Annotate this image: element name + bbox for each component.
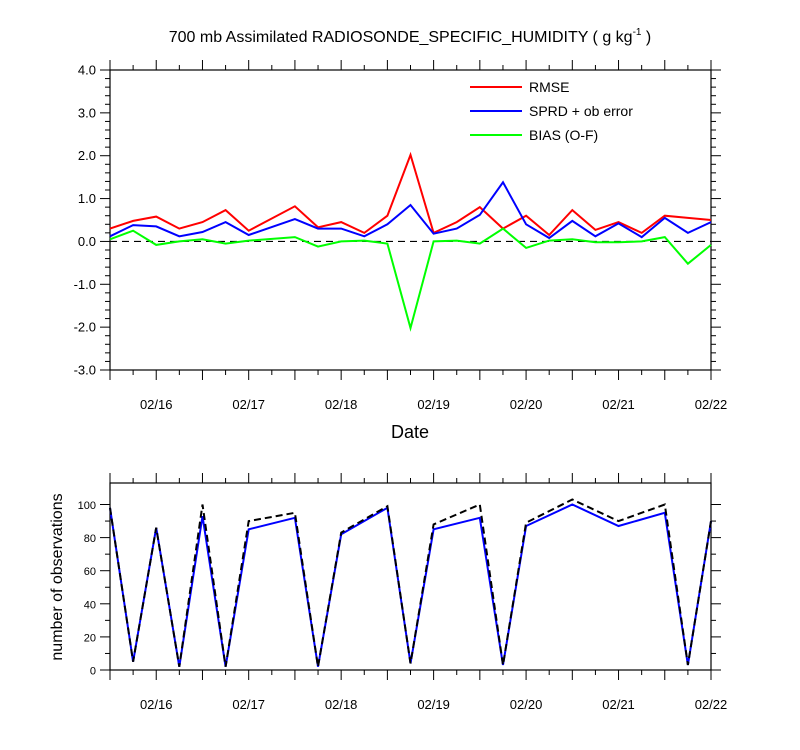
y-tick-label: 60	[84, 566, 96, 578]
x-tick-label: 02/20	[510, 697, 543, 712]
x-tick-label: 02/19	[417, 397, 450, 412]
y-tick-label: 80	[84, 533, 96, 545]
x-tick-label: 02/17	[232, 697, 265, 712]
bottom-plot: 02/16 02/17 02/18 02/19 02/20 02/21 02/22 0 20 40…	[78, 473, 728, 712]
title-superscript: -1	[633, 27, 642, 38]
top-plot: 02/16 02/17 02/18 02/19 02/20 02/21 02/22 -3.0 -…	[74, 60, 728, 412]
y-tick-label: 2.0	[78, 148, 96, 163]
title-end: )	[641, 29, 651, 46]
y-tick-label: -2.0	[74, 320, 96, 335]
y-tick-label: 4.0	[78, 63, 96, 78]
x-tick-label: 02/18	[325, 397, 358, 412]
y-tick-label: 100	[78, 500, 96, 512]
x-tick-label: 02/21	[602, 397, 635, 412]
y-tick-label: 1.0	[78, 191, 96, 206]
y-tick-label: 0	[90, 666, 96, 678]
series-line-assimilated	[109, 503, 712, 667]
x-tick-label: 02/17	[232, 397, 265, 412]
y-tick-label: 20	[84, 632, 96, 644]
series-line-sprd-ob-error	[109, 180, 712, 240]
x-tick-label: 02/20	[510, 397, 543, 412]
series-line-rmse	[109, 151, 712, 237]
x-tick-label: 02/22	[695, 697, 728, 712]
series-line-total	[109, 498, 712, 667]
x-tick-label: 02/16	[140, 397, 173, 412]
legend-label: RMSE	[529, 79, 569, 95]
series-line-bias-o-f	[109, 227, 712, 332]
y-tick-label: 0.0	[78, 234, 96, 249]
legend-label: SPRD + ob error	[529, 103, 633, 119]
x-tick-label: 02/22	[695, 397, 728, 412]
bottom-y-axis-label: number of observations	[49, 493, 66, 660]
x-tick-label: 02/16	[140, 697, 173, 712]
legend-label: BIAS (O-F)	[529, 127, 598, 143]
x-tick-label: 02/19	[417, 697, 450, 712]
y-tick-label: -1.0	[74, 277, 96, 292]
y-tick-label: 3.0	[78, 105, 96, 120]
y-tick-label: 40	[84, 599, 96, 611]
legend: RMSE SPRD + ob error BIAS (O-F)	[470, 79, 633, 143]
chart-title: 700 mb Assimilated RADIOSONDE_SPECIFIC_H…	[169, 27, 652, 46]
plot-frame	[109, 482, 712, 671]
x-tick-label: 02/18	[325, 697, 358, 712]
y-tick-label: -3.0	[74, 363, 96, 378]
x-tick-label: 02/21	[602, 697, 635, 712]
top-x-axis-label: Date	[391, 422, 429, 442]
